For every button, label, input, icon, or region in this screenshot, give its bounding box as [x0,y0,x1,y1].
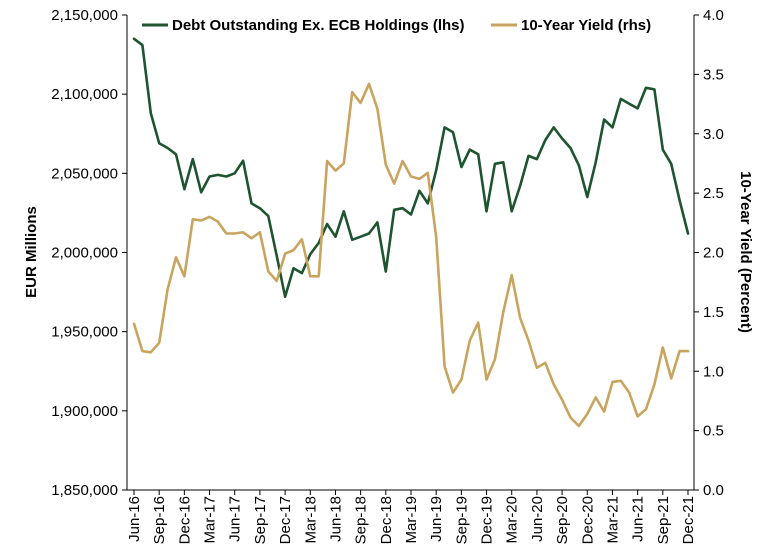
series-line-debt-outstanding [132,37,690,299]
x-tick-label: Mar-18 [302,496,319,544]
x-tick-label: Jun-20 [529,496,546,542]
x-tick-label: Sep-20 [554,496,571,544]
x-tick-label: Jun-18 [327,496,344,542]
x-ticks: Jun-16 Sep-16 Dec-16 Mar-17 Jun-17 Sep-17 Dec-… [126,490,697,544]
right-tick-label: 2.5 [703,185,724,202]
right-tick-label: 0.0 [703,482,724,499]
x-tick-label: Mar-17 [202,496,219,544]
left-tick-label: 1,900,000 [51,403,118,420]
x-tick-label: Jun-16 [126,496,143,542]
x-tick-label: Mar-21 [604,496,621,544]
left-tick-label: 2,050,000 [51,165,118,182]
x-tick-label: Sep-17 [252,496,269,544]
right-tick-label: 1.0 [703,363,724,380]
x-tick-label: Sep-16 [151,496,168,544]
axes [126,15,695,491]
left-tick-label: 2,150,000 [51,7,118,24]
right-y-ticks: 0.0 0.5 1.0 1.5 2.0 2.5 3.0 3.5 4.0 [694,7,724,499]
x-tick-label: Jun-17 [227,496,244,542]
x-tick-label: Dec-20 [579,496,596,544]
legend: Debt Outstanding Ex. ECB Holdings (lhs) … [142,17,651,34]
left-tick-label: 2,100,000 [51,86,118,103]
legend-label-yield: 10-Year Yield (rhs) [521,17,651,34]
x-tick-label: Mar-20 [504,496,521,544]
x-tick-label: Sep-18 [353,496,370,544]
left-tick-label: 2,000,000 [51,245,118,262]
series-line-10-year-yield [132,82,690,428]
right-tick-label: 3.0 [703,126,724,143]
x-tick-label: Jun-19 [428,496,445,542]
x-tick-label: Dec-19 [479,496,496,544]
legend-label-debt: Debt Outstanding Ex. ECB Holdings (lhs) [172,17,465,34]
x-tick-label: Dec-16 [176,496,193,544]
right-tick-label: 3.5 [703,66,724,83]
y-axis-title-left: EUR Millions [23,206,40,298]
x-tick-label: Mar-19 [403,496,420,544]
right-tick-label: 4.0 [703,7,724,24]
x-tick-label: Sep-21 [655,496,672,544]
x-tick-label: Dec-21 [680,496,697,544]
left-tick-label: 1,850,000 [51,482,118,499]
x-tick-label: Sep-19 [453,496,470,544]
x-tick-label: Dec-17 [277,496,294,544]
x-tick-label: Jun-21 [630,496,647,542]
left-y-ticks: 1,850,000 1,900,000 1,950,000 2,000,000 2,05… [51,7,127,499]
right-tick-label: 1.5 [703,304,724,321]
right-tick-label: 2.0 [703,245,724,262]
right-tick-label: 0.5 [703,423,724,440]
y-axis-title-right: 10-Year Yield (Percent) [737,171,754,333]
x-tick-label: Dec-18 [378,496,395,544]
left-tick-label: 1,950,000 [51,324,118,341]
series-group [132,37,690,428]
